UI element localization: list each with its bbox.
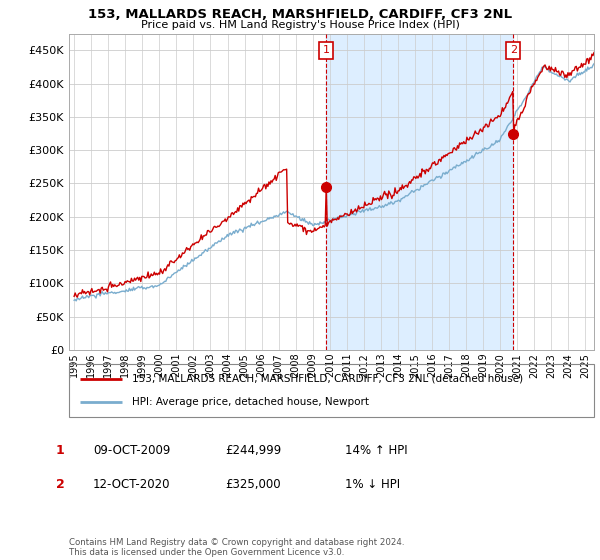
Text: 2: 2 [56, 478, 64, 491]
Text: Contains HM Land Registry data © Crown copyright and database right 2024.
This d: Contains HM Land Registry data © Crown c… [69, 538, 404, 557]
Text: 1: 1 [322, 45, 329, 55]
Bar [326, 34, 514, 350]
Text: 14% ↑ HPI: 14% ↑ HPI [345, 444, 407, 458]
Text: 153, MALLARDS REACH, MARSHFIELD, CARDIFF, CF3 2NL: 153, MALLARDS REACH, MARSHFIELD, CARDIFF… [88, 8, 512, 21]
Text: £325,000: £325,000 [225, 478, 281, 491]
Text: £244,999: £244,999 [225, 444, 281, 458]
Text: 1% ↓ HPI: 1% ↓ HPI [345, 478, 400, 491]
Text: 2: 2 [510, 45, 517, 55]
Text: 12-OCT-2020: 12-OCT-2020 [93, 478, 170, 491]
Text: 09-OCT-2009: 09-OCT-2009 [93, 444, 170, 458]
Text: 153, MALLARDS REACH, MARSHFIELD, CARDIFF, CF3 2NL (detached house): 153, MALLARDS REACH, MARSHFIELD, CARDIFF… [132, 374, 523, 384]
Text: Price paid vs. HM Land Registry's House Price Index (HPI): Price paid vs. HM Land Registry's House … [140, 20, 460, 30]
Text: 1: 1 [56, 444, 64, 458]
Text: HPI: Average price, detached house, Newport: HPI: Average price, detached house, Newp… [132, 397, 369, 407]
